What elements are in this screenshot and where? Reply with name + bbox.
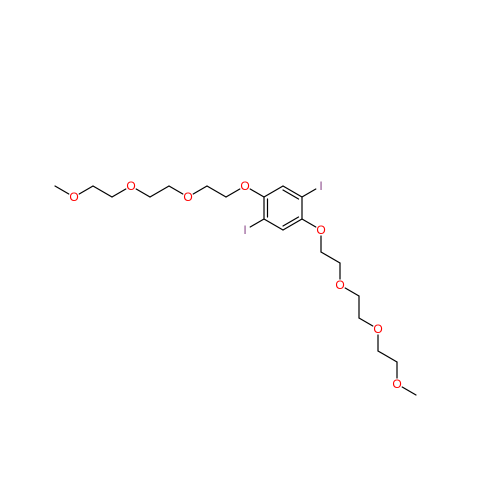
- svg-text:O: O: [240, 179, 249, 193]
- svg-text:O: O: [373, 322, 382, 336]
- svg-text:O: O: [69, 190, 78, 204]
- svg-text:O: O: [126, 179, 135, 193]
- svg-text:I: I: [243, 223, 246, 237]
- svg-text:O: O: [335, 278, 344, 292]
- svg-text:I: I: [319, 179, 322, 193]
- svg-text:O: O: [183, 190, 192, 204]
- molecule-diagram: I O I O O O O O O O: [0, 0, 500, 500]
- svg-text:O: O: [392, 377, 401, 391]
- svg-text:O: O: [316, 223, 325, 237]
